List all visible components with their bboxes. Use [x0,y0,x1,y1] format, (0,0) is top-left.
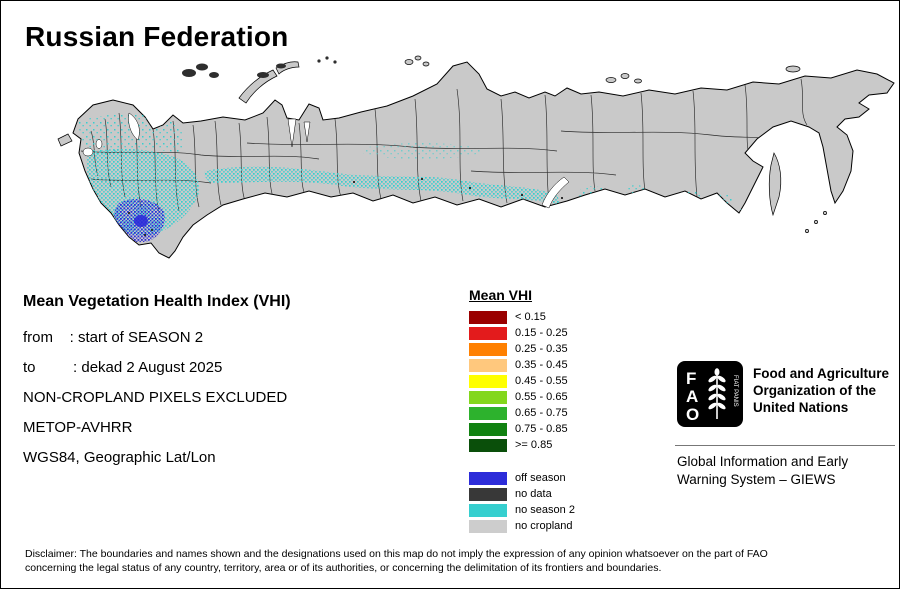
legend-row: no season 2 [469,504,575,517]
legend-swatch [469,375,507,388]
legend-label: no season 2 [515,504,575,516]
white-sea [128,112,140,141]
legend-swatch [469,504,507,517]
fao-block: F A O FIAT PANIS Food and Agriculture Or… [677,361,889,427]
lake-onega [95,139,103,149]
legend-label: 0.75 - 0.85 [515,423,568,435]
taz-gulf [303,121,311,143]
legend-swatch [469,327,507,340]
legend-label: 0.45 - 0.55 [515,375,568,387]
disclaimer: Disclaimer: The boundaries and names sho… [25,547,768,575]
severnaya-zemlya [404,59,414,65]
legend-row: 0.75 - 0.85 [469,423,575,436]
islands-group [57,55,827,233]
water-bodies [82,112,570,209]
legend-row: 0.35 - 0.45 [469,359,575,372]
info-noncropland: NON-CROPLAND PIXELS EXCLUDED [23,389,288,406]
disclaimer-line: concerning the legal status of any count… [25,562,662,574]
map-info-block: Mean Vegetation Health Index (VHI) from … [23,293,291,473]
legend-swatch [469,520,507,533]
legend-label: < 0.15 [515,311,546,323]
org-line: Organization of the [753,383,876,398]
legend-label: 0.65 - 0.75 [515,407,568,419]
kuril-islands [823,211,827,215]
legend-swatch [469,311,507,324]
legend-extra-classes: off season no data no season 2 no cropla… [469,472,575,533]
giews-title: Global Information and Early Warning Sys… [677,453,848,489]
giews-line: Global Information and Early [677,454,849,469]
legend-row: < 0.15 [469,311,575,324]
no-data-specks [128,178,563,236]
sakhalin [768,152,782,217]
lake-ladoga [82,147,94,157]
wrangel-island [785,65,801,73]
legend-row: 0.55 - 0.65 [469,391,575,404]
legend-swatch [469,488,507,501]
legend-label: off season [515,472,566,484]
footer-divider [675,445,895,446]
legend-row: 0.15 - 0.25 [469,327,575,340]
info-sensor: METOP-AVHRR [23,419,133,436]
legend-row: off season [469,472,575,485]
org-line: Food and Agriculture [753,366,889,381]
fao-logo: F A O FIAT PANIS [677,361,743,427]
new-siberian-islands [605,77,617,83]
legend-label: 0.25 - 0.35 [515,343,568,355]
legend-label: 0.15 - 0.25 [515,327,568,339]
legend-swatch [469,472,507,485]
legend-row: 0.45 - 0.55 [469,375,575,388]
vhi-legend: Mean VHI < 0.15 0.15 - 0.25 0.25 - 0.35 … [469,287,575,536]
legend-label: no cropland [515,520,573,532]
map-title: Russian Federation [25,21,289,52]
legend-label: 0.55 - 0.65 [515,391,568,403]
giews-line: Warning System – GIEWS [677,472,836,487]
legend-swatch [469,343,507,356]
arctic-no-data-islands [182,56,337,78]
country-landmass [72,61,895,259]
legend-row: 0.25 - 0.35 [469,343,575,356]
legend-classes: < 0.15 0.15 - 0.25 0.25 - 0.35 0.35 - 0.… [469,311,575,452]
legend-swatch [469,423,507,436]
legend-label: no data [515,488,552,500]
org-line: United Nations [753,400,849,415]
legend-swatch [469,391,507,404]
off-season-overlay [113,198,165,243]
legend-swatch [469,439,507,452]
legend-swatch [469,407,507,420]
disclaimer-line: Disclaimer: The boundaries and names sho… [25,548,768,560]
ob-gulf [287,118,297,148]
fao-org-name: Food and Agriculture Organization of the… [753,361,889,427]
legend-label: >= 0.85 [515,439,553,451]
legend-title: Mean VHI [469,287,533,303]
kaliningrad [57,133,73,147]
fao-letter-o: O [686,405,699,424]
legend-swatch [469,359,507,372]
info-projection: WGS84, Geographic Lat/Lon [23,449,216,466]
legend-row: no data [469,488,575,501]
novaya-zemlya-south [238,69,278,104]
franz-josef-land [317,59,321,63]
legend-row: 0.65 - 0.75 [469,407,575,420]
wheat-ear-icon [708,368,726,419]
fao-letter-f: F [686,369,696,388]
fao-letter-a: A [686,387,698,406]
legend-row: >= 0.85 [469,439,575,452]
fao-motto: FIAT PANIS [732,375,738,407]
info-from: from : start of SEASON 2 [23,329,204,346]
info-to: to : dekad 2 August 2025 [23,359,223,376]
legend-row: no cropland [469,520,575,533]
legend-label: 0.35 - 0.45 [515,359,568,371]
lake-baikal [541,176,570,209]
vhi-heading: Mean Vegetation Health Index (VHI) [23,293,291,310]
